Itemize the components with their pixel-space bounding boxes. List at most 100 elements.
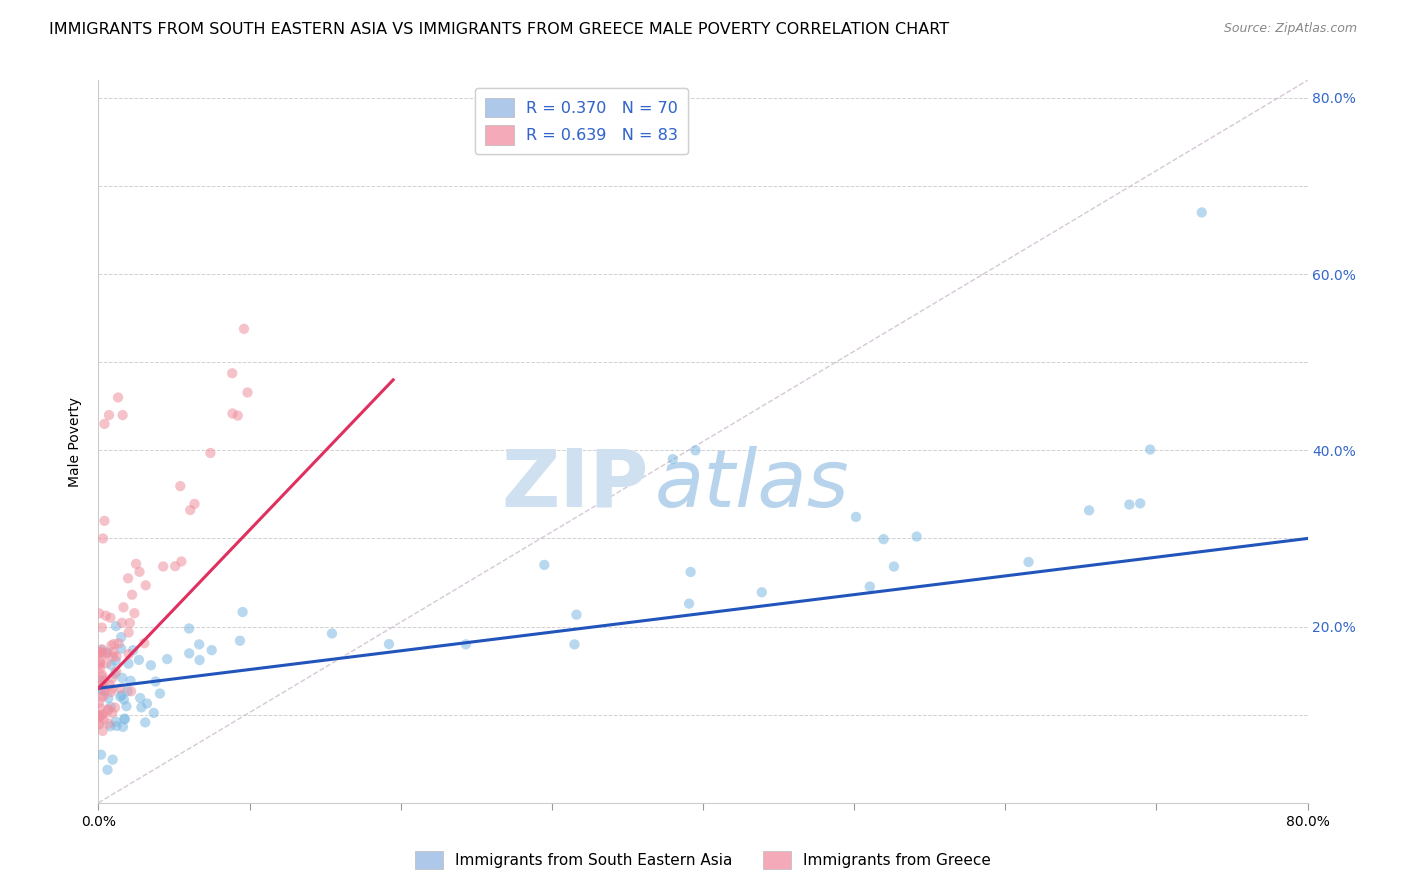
Point <box>221 407 243 421</box>
Point <box>103 637 125 651</box>
Point <box>200 446 222 460</box>
Point <box>91 668 114 682</box>
Point <box>100 658 122 673</box>
Point <box>91 532 114 546</box>
Point <box>90 678 112 692</box>
Point <box>188 653 211 667</box>
Point <box>101 706 124 720</box>
Point <box>100 685 122 699</box>
Point <box>872 532 894 546</box>
Point <box>104 700 127 714</box>
Point <box>177 622 200 636</box>
Point <box>91 707 114 722</box>
Point <box>93 683 115 698</box>
Point <box>236 385 259 400</box>
Point <box>685 443 707 458</box>
Point <box>134 715 156 730</box>
Point <box>89 655 111 669</box>
Point <box>98 408 121 422</box>
Point <box>105 649 128 664</box>
Point <box>115 699 138 714</box>
Point <box>124 606 146 620</box>
Point <box>533 558 555 572</box>
Point <box>378 637 401 651</box>
Text: IMMIGRANTS FROM SOUTH EASTERN ASIA VS IMMIGRANTS FROM GREECE MALE POVERTY CORREL: IMMIGRANTS FROM SOUTH EASTERN ASIA VS IM… <box>49 22 949 37</box>
Point <box>89 701 111 715</box>
Point <box>232 605 254 619</box>
Point <box>105 619 128 633</box>
Point <box>110 630 132 644</box>
Point <box>97 716 120 731</box>
Point <box>90 620 112 634</box>
Point <box>156 652 179 666</box>
Point <box>1118 498 1140 512</box>
Point <box>107 636 129 650</box>
Point <box>121 588 143 602</box>
Text: atlas: atlas <box>655 446 849 524</box>
Point <box>101 671 124 685</box>
Point <box>89 716 111 731</box>
Point <box>87 717 110 731</box>
Point <box>96 645 118 659</box>
Point <box>1018 555 1040 569</box>
Point <box>142 706 165 720</box>
Point <box>87 658 110 673</box>
Legend: Immigrants from South Eastern Asia, Immigrants from Greece: Immigrants from South Eastern Asia, Immi… <box>409 845 997 875</box>
Y-axis label: Male Poverty: Male Poverty <box>69 397 83 486</box>
Point <box>96 647 118 661</box>
Point <box>112 692 135 706</box>
Point <box>93 673 115 688</box>
Point <box>135 578 157 592</box>
Point <box>120 684 142 698</box>
Point <box>89 661 111 675</box>
Point <box>165 559 187 574</box>
Point <box>110 681 132 696</box>
Point <box>136 697 159 711</box>
Point <box>1139 442 1161 457</box>
Point <box>93 689 115 703</box>
Point <box>179 646 201 660</box>
Point <box>93 647 115 661</box>
Point <box>87 709 110 723</box>
Point <box>111 720 134 734</box>
Point <box>93 417 115 431</box>
Point <box>229 633 252 648</box>
Point <box>221 366 243 380</box>
Point <box>1129 496 1152 510</box>
Point <box>129 691 152 706</box>
Point <box>114 713 136 727</box>
Point <box>321 626 343 640</box>
Point <box>90 747 112 762</box>
Point <box>118 615 141 630</box>
Point <box>91 679 114 693</box>
Point <box>105 719 128 733</box>
Point <box>90 682 112 697</box>
Point <box>90 643 112 657</box>
Point <box>188 637 211 651</box>
Point <box>564 637 586 651</box>
Point <box>110 641 132 656</box>
Point <box>125 557 148 571</box>
Point <box>112 600 135 615</box>
Point <box>87 696 110 710</box>
Point <box>149 686 172 700</box>
Point <box>111 408 134 422</box>
Text: Source: ZipAtlas.com: Source: ZipAtlas.com <box>1223 22 1357 36</box>
Point <box>201 643 224 657</box>
Point <box>96 656 118 670</box>
Point <box>101 753 124 767</box>
Point <box>96 763 118 777</box>
Point <box>93 514 115 528</box>
Point <box>107 391 129 405</box>
Point <box>89 709 111 723</box>
Point <box>93 684 115 698</box>
Point <box>93 712 115 726</box>
Point <box>90 690 112 704</box>
Point <box>110 690 132 704</box>
Point <box>117 571 139 585</box>
Point <box>1078 503 1101 517</box>
Point <box>101 681 124 696</box>
Point <box>104 654 127 668</box>
Point <box>89 607 111 621</box>
Point <box>111 671 134 685</box>
